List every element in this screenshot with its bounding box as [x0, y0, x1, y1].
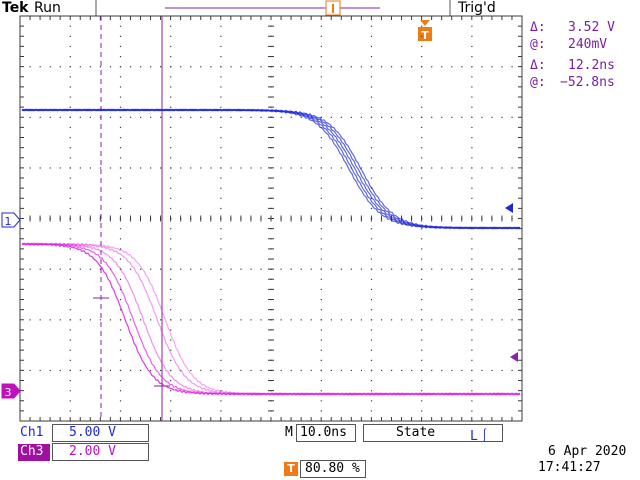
svg-text:1: 1 [5, 215, 12, 228]
trigger-level-icon: T [284, 462, 298, 476]
cursor-delta-label: Δ: [530, 58, 546, 73]
ch3-scale[interactable]: 2.00 V [52, 443, 149, 461]
ch1-label[interactable]: Ch1 [20, 425, 44, 440]
cursor-delta-label: Δ: [530, 20, 546, 35]
ch1-level-arrow-icon [505, 203, 513, 213]
trigger-level-value[interactable]: 80.80 % [300, 460, 366, 478]
time-display: 17:41:27 [538, 460, 601, 475]
brand-logo: Tek [2, 0, 29, 16]
date-display: 6 Apr 2020 [548, 444, 627, 459]
svg-text:3: 3 [5, 386, 12, 399]
cursor-at-label: @: [530, 37, 546, 52]
run-status: Run [34, 0, 61, 16]
waveform-area [21, 108, 521, 396]
ch1-ground-marker-icon[interactable]: 1 [1, 212, 21, 228]
ch1-scale[interactable]: 5.00 V [52, 424, 149, 442]
timebase-prefix: M [285, 425, 293, 440]
trigger-status: Trig'd [458, 0, 496, 16]
timebase-value[interactable]: 10.0ns [296, 424, 356, 442]
svg-text:T: T [421, 29, 429, 42]
trigger-source[interactable]: State [363, 424, 503, 442]
trigger-slope-icon: L⎰ [470, 429, 491, 444]
cursor-at-label: @: [530, 75, 546, 90]
ch3-level-arrow-icon [510, 352, 518, 362]
ch3-ground-marker-icon[interactable]: 3 [1, 383, 21, 399]
ch3-label[interactable]: Ch3 [18, 444, 50, 461]
time-delta-value: 12.2ns [568, 58, 615, 73]
voltage-delta-value: 3.52 V [568, 20, 615, 35]
time-at-value: −52.8ns [560, 75, 615, 90]
graticule-grid [19, 15, 522, 422]
trigger-time-marker-icon[interactable]: T [418, 20, 432, 42]
voltage-at-value: 240mV [568, 37, 608, 52]
